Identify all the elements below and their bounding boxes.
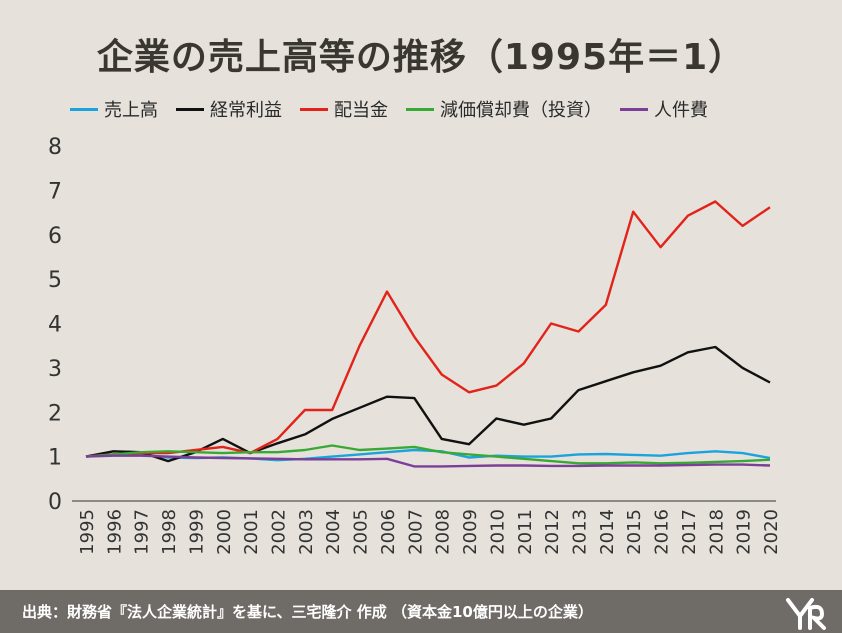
y-tick-label: 8 [48,135,62,160]
x-tick-label: 2017 [679,509,700,555]
x-tick-label: 2006 [378,509,399,555]
legend-swatch [406,107,434,111]
y-tick-label: 2 [48,401,62,426]
legend-item: 経常利益 [176,96,282,122]
x-tick-label: 2007 [405,509,426,555]
x-tick-label: 2008 [433,509,454,555]
series-line [85,454,771,468]
legend-label: 減価償却費（投資） [440,100,602,121]
legend-label: 売上高 [104,100,158,121]
x-tick-label: 2011 [515,509,536,555]
legend-swatch [620,107,648,111]
legend-item: 売上高 [70,96,158,122]
legend-swatch [70,107,98,111]
x-tick-label: 1999 [186,509,207,555]
x-tick-label: 2004 [323,509,344,555]
x-tick-label: 2003 [296,509,317,555]
x-tick-label: 1995 [77,509,98,555]
x-tick-label: 2000 [214,509,235,555]
x-tick-label: 2014 [597,509,618,555]
x-tick-label: 2013 [569,509,590,555]
legend-item: 人件費 [620,96,708,122]
x-tick-label: 2019 [734,509,755,555]
y-tick-label: 1 [48,446,62,471]
legend-label: 人件費 [654,100,708,121]
x-tick-label: 2012 [542,509,563,555]
x-tick-label: 2002 [269,509,290,555]
line-chart: 0 1 2 3 4 5 6 7 8 1995 1996 1997 1998 1999 2000 2001 200… [48,135,782,555]
legend-item: 減価償却費（投資） [406,96,602,122]
chart-legend: 売上高 経常利益 配当金 減価償却費（投資） 人件費 [70,96,830,122]
y-tick-label: 3 [48,357,62,382]
x-tick-label: 2010 [487,509,508,555]
brand-logo-icon [786,598,826,630]
legend-swatch [300,107,328,111]
series-line [85,200,771,458]
x-tick-label: 1998 [159,509,180,555]
y-tick-label: 5 [48,268,62,293]
x-tick-label: 1997 [132,509,153,555]
x-tick-label: 2018 [706,509,727,555]
source-footer: 出典：財務省『法人企業統計』を基に、三宅隆介 作成 （資本金10億円以上の企業） [0,590,842,633]
x-tick-label: 2001 [241,509,262,555]
y-tick-label: 6 [48,224,62,249]
series-line [85,345,771,463]
legend-label: 配当金 [334,100,388,121]
y-tick-label: 4 [48,313,62,338]
x-tick-label: 2020 [761,509,782,555]
legend-label: 経常利益 [210,100,282,121]
y-tick-label: 0 [48,490,62,515]
x-tick-label: 2016 [652,509,673,555]
x-tick-label: 2009 [460,509,481,555]
chart-title: 企業の売上高等の推移（1995年＝1） [96,37,746,78]
y-tick-label: 7 [48,179,62,204]
legend-swatch [176,107,204,111]
source-text: 出典：財務省『法人企業統計』を基に、三宅隆介 作成 （資本金10億円以上の企業） [22,603,593,621]
x-tick-label: 2015 [624,509,645,555]
legend-item: 配当金 [300,96,388,122]
x-tick-label: 2005 [351,509,372,555]
series-line [85,444,771,465]
x-tick-label: 1996 [104,509,125,555]
